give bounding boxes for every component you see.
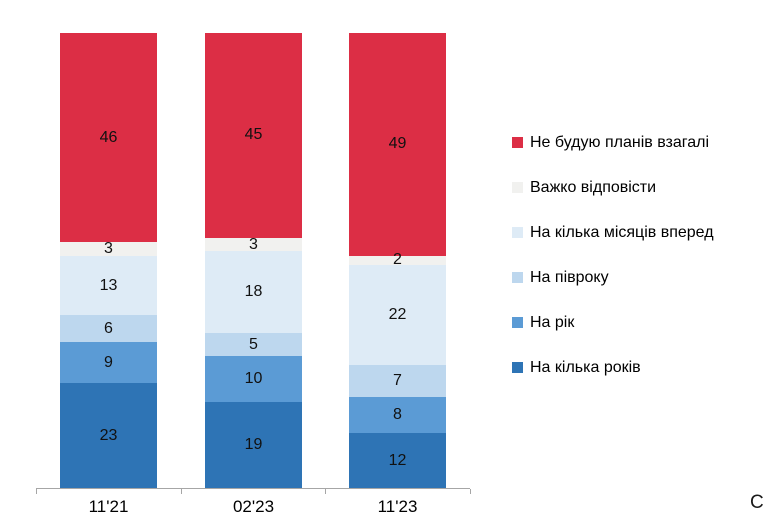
legend-item-2: Важко відповісти [512, 178, 714, 197]
segment-02'23-2: 3 [205, 235, 302, 253]
segment-02'23-4: 5 [205, 333, 302, 357]
legend-label: На кілька місяців вперед [530, 223, 714, 241]
legend-label: На кілька років [530, 358, 641, 376]
segment-value-label: 13 [99, 276, 118, 294]
legend-label: На півроку [530, 268, 609, 286]
axis-tick [470, 489, 471, 494]
legend: Не будую планів взагалі Важко відповісти Н… [512, 133, 714, 377]
legend-item-3: На кілька місяців вперед [512, 223, 714, 242]
legend-item-6: На кілька років [512, 358, 714, 377]
segment-value-label: 3 [249, 235, 258, 253]
legend-swatch-icon [512, 317, 523, 328]
segment-value-label: 3 [104, 240, 113, 258]
segment-value-label: 45 [244, 126, 263, 144]
x-axis-label-11'23: 11'23 [377, 497, 418, 516]
segment-11'23-2: 2 [349, 252, 446, 268]
segment-11'21-6: 23 [60, 383, 157, 488]
segment-value-label: 18 [244, 283, 263, 301]
legend-item-5: На рік [512, 313, 714, 332]
axis-tick [325, 489, 327, 494]
segment-value-label: 46 [99, 128, 118, 146]
segment-11'21-4: 6 [60, 315, 157, 343]
segment-11'21-5: 9 [60, 342, 157, 384]
segment-11'23-6: 12 [349, 433, 446, 488]
axis-tick [180, 489, 182, 494]
segment-value-label: 8 [393, 406, 402, 424]
legend-swatch-icon [512, 227, 523, 238]
segment-value-label: 9 [104, 353, 113, 371]
segment-11'23-1: 49 [349, 33, 446, 256]
legend-label: Важко відповісти [530, 178, 657, 196]
segment-value-label: 10 [244, 369, 263, 387]
segment-11'21-2: 3 [60, 240, 157, 258]
segment-02'23-1: 45 [205, 33, 302, 238]
x-axis-label-02'23: 02'23 [232, 497, 275, 516]
segment-value-label: 5 [249, 335, 258, 353]
segment-value-label: 49 [388, 135, 407, 153]
segment-value-label: 12 [388, 451, 407, 469]
segment-02'23-5: 10 [205, 356, 302, 402]
segment-11'21-3: 13 [60, 255, 157, 316]
legend-swatch-icon [512, 182, 523, 193]
bar-02'23: 45 3 18 5 10 19 [205, 33, 302, 488]
legend-swatch-icon [512, 272, 523, 283]
x-axis-line [36, 488, 470, 489]
legend-item-4: На півроку [512, 268, 714, 287]
segment-02'23-6: 19 [205, 401, 302, 488]
legend-label: На рік [530, 313, 575, 331]
segment-02'23-3: 18 [205, 251, 302, 334]
plot-area: 46 3 13 6 9 23 45 3 18 5 10 19 49 2 22 7 8 12 11'21 02'23 1… [36, 33, 471, 516]
bar-11'21: 46 3 13 6 9 23 [60, 33, 157, 488]
x-axis-label-11'21: 11'21 [88, 497, 129, 516]
legend-label: Не будую планів взагалі [530, 133, 710, 151]
segment-11'23-4: 7 [349, 365, 446, 397]
segment-11'21-1: 46 [60, 33, 157, 243]
legend-item-1: Не будую планів взагалі [512, 133, 714, 152]
legend-swatch-icon [512, 362, 523, 373]
bar-11'23: 49 2 22 7 8 12 [349, 33, 446, 488]
segment-11'23-5: 8 [349, 396, 446, 434]
segment-11'23-3: 22 [349, 265, 446, 366]
segment-value-label: 22 [388, 306, 407, 324]
segment-value-label: 19 [244, 435, 263, 453]
corner-text: С [750, 492, 764, 513]
segment-value-label: 23 [99, 426, 118, 444]
segment-value-label: 7 [393, 372, 402, 390]
axis-tick [36, 489, 37, 494]
segment-value-label: 2 [393, 251, 402, 269]
segment-value-label: 6 [104, 319, 113, 337]
legend-swatch-icon [512, 137, 523, 148]
